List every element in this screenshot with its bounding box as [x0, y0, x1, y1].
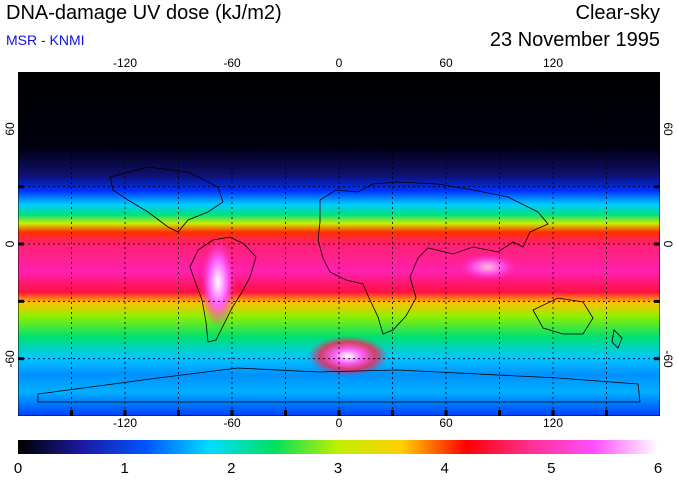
colorbar-label: 4 — [440, 460, 449, 477]
lat-tick-label-right: 60 — [661, 122, 675, 137]
lon-tick-label-top: 120 — [542, 56, 564, 70]
map-date: 23 November 1995 — [489, 29, 660, 51]
colorbar-label: 5 — [547, 460, 556, 477]
lat-tick-label-right: 0 — [661, 240, 675, 248]
lat-tick-label-right: -60 — [661, 349, 675, 368]
colorbar — [18, 440, 658, 454]
lon-tick-label-top: -120 — [112, 56, 138, 70]
colorbar-label: 0 — [13, 460, 23, 477]
colorbar-label: 6 — [653, 460, 663, 477]
lon-tick-label-bottom: 60 — [439, 416, 453, 430]
sky-condition-label: Clear-sky — [575, 2, 660, 24]
lon-tick-label-bottom: -120 — [112, 416, 138, 430]
lon-tick-label-top: -60 — [223, 56, 241, 70]
lat-tick-label-left: 0 — [3, 240, 17, 248]
map-title: DNA-damage UV dose (kJ/m2) — [6, 2, 282, 24]
lat-tick-label-left: 60 — [3, 122, 17, 137]
lon-tick-label-bottom: -60 — [223, 416, 241, 430]
lon-tick-label-bottom: 0 — [335, 416, 343, 430]
lon-tick-label-top: 0 — [335, 56, 343, 70]
map-subtitle: MSR - KNMI — [6, 32, 85, 48]
colorbar-label: 2 — [227, 460, 236, 477]
lat-tick-label-left: -60 — [3, 349, 17, 368]
lon-tick-label-bottom: 120 — [542, 416, 564, 430]
uv-dose-map — [18, 72, 660, 416]
lon-tick-label-top: 60 — [439, 56, 453, 70]
colorbar-label: 1 — [120, 460, 129, 477]
colorbar-label: 3 — [333, 460, 343, 477]
